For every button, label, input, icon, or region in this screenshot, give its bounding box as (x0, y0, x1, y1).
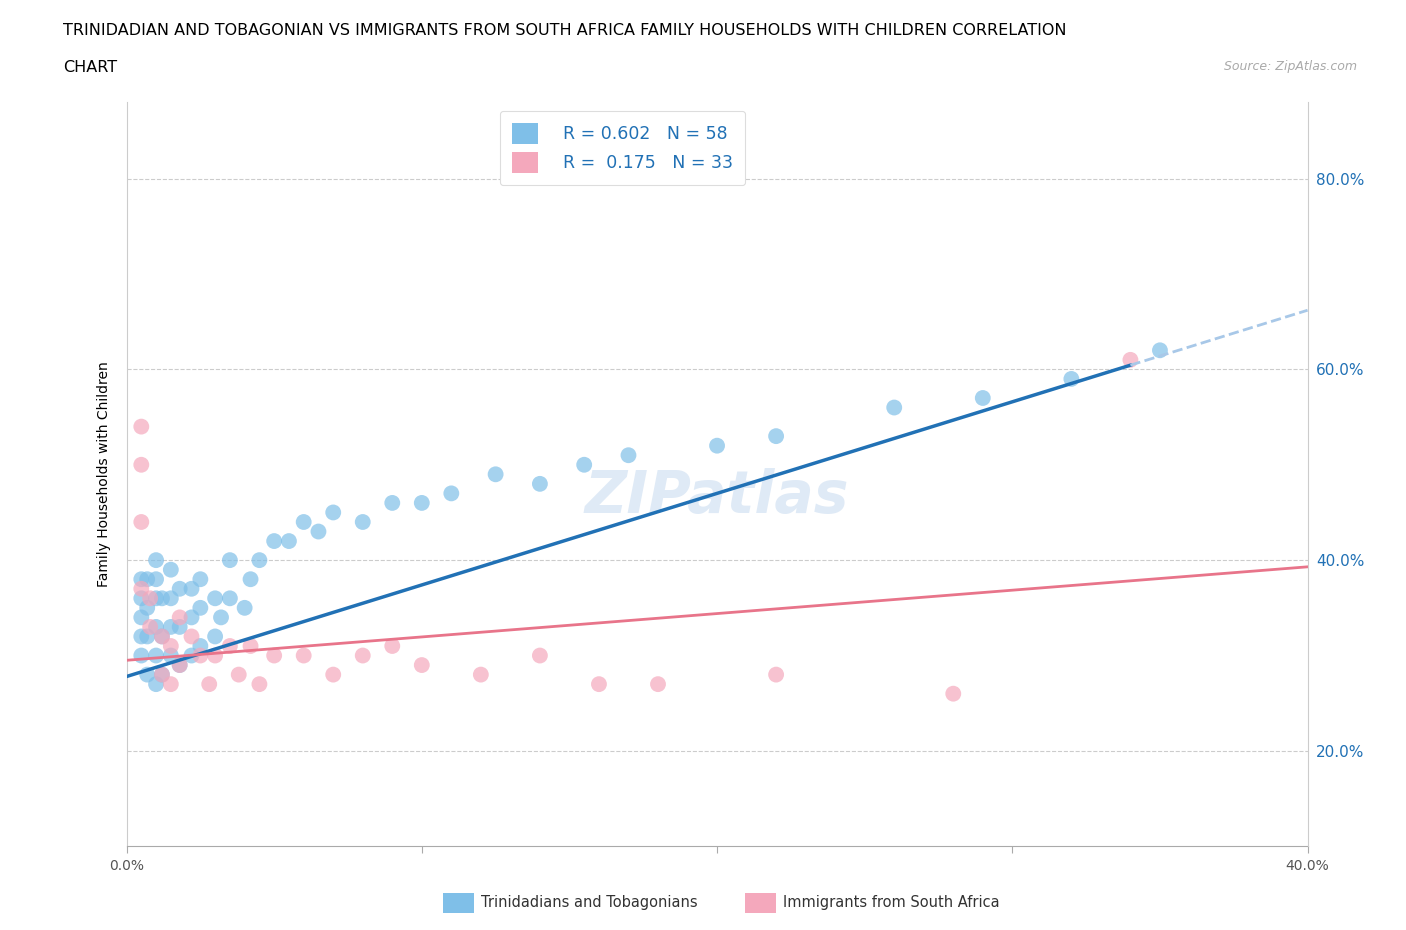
Point (411, 496, 433, 511)
Point (129, 610, 153, 625)
Point (145, 677, 167, 692)
Text: CHART: CHART (63, 60, 117, 75)
Point (883, 400, 905, 415)
Point (150, 667, 173, 682)
Point (180, 610, 202, 625)
Point (765, 429, 787, 444)
Point (159, 591, 183, 605)
Point (239, 572, 262, 587)
Point (440, 486, 463, 501)
Point (169, 581, 191, 596)
Point (263, 648, 285, 663)
Point (292, 648, 315, 663)
Text: Trinidadians and Tobagonians: Trinidadians and Tobagonians (481, 895, 697, 910)
Text: ZIPatlas: ZIPatlas (585, 468, 849, 525)
Point (129, 572, 153, 587)
Point (1119, 352, 1142, 367)
Point (188, 648, 211, 663)
Point (219, 552, 242, 567)
Point (647, 677, 669, 692)
Point (209, 610, 232, 625)
Text: Immigrants from South Africa: Immigrants from South Africa (783, 895, 1000, 910)
Point (129, 629, 153, 644)
Point (136, 667, 159, 682)
Point (169, 610, 191, 625)
Text: TRINIDADIAN AND TOBAGONIAN VS IMMIGRANTS FROM SOUTH AFRICA FAMILY HOUSEHOLDS WIT: TRINIDADIAN AND TOBAGONIAN VS IMMIGRANTS… (63, 23, 1067, 38)
Point (470, 667, 492, 682)
Point (129, 591, 153, 605)
Legend:   R = 0.602   N = 58,   R =  0.175   N = 33: R = 0.602 N = 58, R = 0.175 N = 33 (501, 111, 745, 185)
Point (381, 496, 404, 511)
Point (136, 572, 159, 587)
Point (239, 639, 262, 654)
Point (159, 639, 183, 654)
Point (765, 667, 787, 682)
Point (145, 591, 167, 605)
Point (169, 658, 191, 672)
Point (247, 677, 270, 692)
Point (278, 534, 301, 549)
Point (139, 591, 162, 605)
Point (129, 581, 153, 596)
Point (145, 619, 167, 634)
Point (484, 467, 508, 482)
Point (145, 552, 167, 567)
Point (233, 601, 256, 616)
Point (198, 677, 221, 692)
Point (588, 677, 610, 692)
Point (136, 601, 159, 616)
Point (219, 639, 242, 654)
Point (1060, 371, 1083, 386)
Point (322, 505, 344, 520)
Point (228, 667, 250, 682)
Point (972, 391, 994, 405)
Point (159, 677, 183, 692)
Y-axis label: Family Households with Children: Family Households with Children (97, 362, 111, 587)
Point (180, 581, 202, 596)
Point (145, 572, 167, 587)
Point (219, 591, 242, 605)
Point (381, 639, 404, 654)
Point (188, 572, 211, 587)
Point (942, 686, 965, 701)
Point (129, 419, 153, 434)
Point (188, 639, 211, 654)
Point (129, 648, 153, 663)
Point (352, 648, 374, 663)
Point (322, 667, 344, 682)
Point (617, 447, 640, 462)
Point (307, 525, 329, 539)
Point (159, 563, 183, 578)
Point (150, 629, 173, 644)
Point (139, 619, 162, 634)
Point (150, 667, 173, 682)
Point (247, 552, 270, 567)
Point (529, 648, 551, 663)
Point (204, 629, 226, 644)
Point (136, 629, 159, 644)
Point (204, 591, 226, 605)
Point (169, 619, 191, 634)
Point (180, 629, 202, 644)
Point (411, 658, 433, 672)
Point (180, 648, 202, 663)
Point (352, 514, 374, 529)
Point (129, 514, 153, 529)
Point (263, 534, 285, 549)
Point (204, 648, 226, 663)
Point (159, 648, 183, 663)
Point (1149, 343, 1171, 358)
Point (706, 438, 728, 453)
Point (169, 658, 191, 672)
Point (150, 591, 173, 605)
Point (150, 629, 173, 644)
Point (145, 648, 167, 663)
Point (129, 458, 153, 472)
Point (574, 458, 596, 472)
Point (529, 476, 551, 491)
Point (292, 514, 315, 529)
Point (188, 601, 211, 616)
Point (159, 619, 183, 634)
Text: Source: ZipAtlas.com: Source: ZipAtlas.com (1223, 60, 1357, 73)
